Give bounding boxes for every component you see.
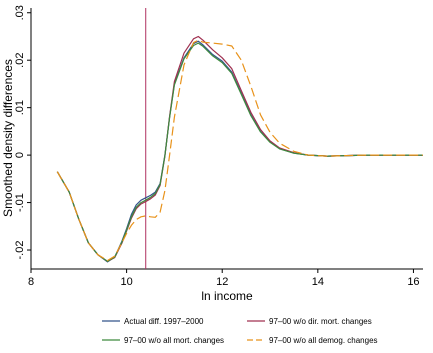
series-lines bbox=[56, 35, 423, 263]
y-tick-label: 0 bbox=[14, 152, 26, 158]
y-tick-label: .01 bbox=[14, 100, 26, 115]
legend-label: Actual diff. 1997–2000 bbox=[124, 317, 204, 326]
plot-area bbox=[30, 8, 423, 270]
x-tick-label: 10 bbox=[120, 276, 132, 288]
y-tick-label: -.01 bbox=[14, 193, 26, 212]
x-tick-label: 8 bbox=[28, 276, 34, 288]
legend-label: 97–00 w/o dir. mort. changes bbox=[269, 317, 372, 326]
series-line-3 bbox=[56, 42, 423, 262]
legend-label: 97–00 w/o all demog. changes bbox=[269, 336, 378, 345]
y-axis-title: Smoothed density differences bbox=[1, 59, 15, 217]
series-line-2 bbox=[56, 35, 423, 262]
legend: Actual diff. 1997–2000 97–00 w/o dir. mor… bbox=[102, 317, 378, 345]
y-tick-label: -.02 bbox=[14, 241, 26, 260]
x-axis-ticks: 8 10 12 14 16 bbox=[28, 269, 420, 288]
y-tick-label: .02 bbox=[14, 53, 26, 68]
x-tick-label: 12 bbox=[216, 276, 228, 288]
series-line-1 bbox=[56, 40, 423, 263]
y-tick-label: .03 bbox=[14, 5, 26, 20]
legend-label: 97–00 w/o all mort. changes bbox=[124, 336, 224, 345]
x-tick-label: 14 bbox=[312, 276, 324, 288]
y-axis-ticks: -.02 -.01 0 .01 .02 .03 bbox=[14, 5, 31, 260]
x-tick-label: 16 bbox=[407, 276, 419, 288]
x-axis-title: ln income bbox=[201, 289, 253, 303]
series-line-4 bbox=[56, 39, 423, 262]
